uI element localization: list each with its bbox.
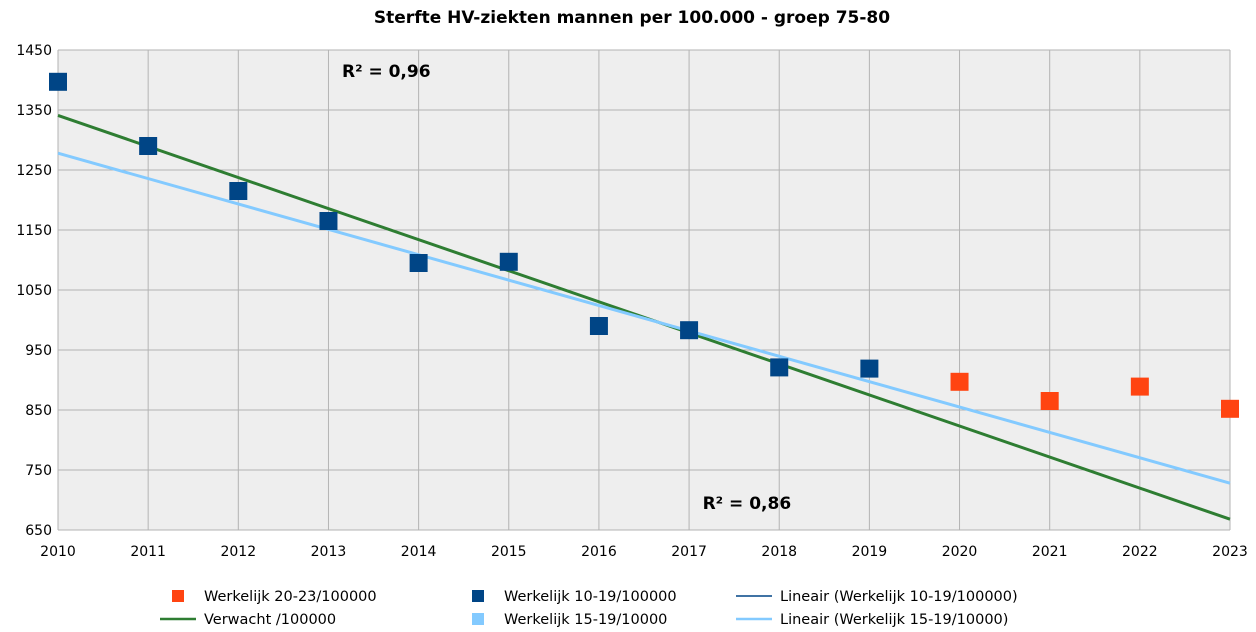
x-tick-label: 2018 bbox=[761, 544, 797, 560]
legend-item: Werkelijk 10-19/100000 bbox=[472, 589, 677, 605]
r-squared-annotation: R² = 0,96 bbox=[342, 62, 431, 82]
legend-item: Verwacht /100000 bbox=[160, 612, 336, 628]
y-tick-label: 1050 bbox=[16, 283, 52, 299]
x-tick-label: 2017 bbox=[671, 544, 707, 560]
y-tick-label: 850 bbox=[25, 403, 52, 419]
data-point bbox=[409, 254, 428, 272]
legend-label: Verwacht /100000 bbox=[204, 612, 336, 628]
data-point bbox=[229, 182, 248, 200]
y-tick-label: 1450 bbox=[16, 43, 52, 59]
legend-label: Werkelijk 20-23/100000 bbox=[204, 589, 377, 605]
data-point bbox=[319, 212, 338, 230]
y-tick-label: 750 bbox=[25, 463, 52, 479]
legend-marker-swatch bbox=[472, 590, 484, 602]
data-point bbox=[499, 252, 518, 271]
legend-item: Lineair (Werkelijk 10-19/100000) bbox=[736, 589, 1018, 605]
y-tick-label: 650 bbox=[25, 523, 52, 539]
legend-label: Werkelijk 10-19/100000 bbox=[504, 589, 677, 605]
data-point bbox=[1221, 399, 1239, 418]
x-tick-label: 2010 bbox=[40, 544, 76, 560]
data-point bbox=[49, 72, 67, 91]
x-tick-label: 2023 bbox=[1212, 544, 1248, 560]
x-tick-label: 2015 bbox=[491, 544, 527, 560]
y-tick-label: 950 bbox=[25, 343, 52, 359]
data-point bbox=[589, 317, 608, 335]
x-tick-label: 2013 bbox=[311, 544, 347, 560]
x-tick-label: 2016 bbox=[581, 544, 617, 560]
y-tick-label: 1150 bbox=[16, 223, 52, 239]
data-point bbox=[950, 372, 969, 391]
legend-label: Lineair (Werkelijk 10-19/100000) bbox=[780, 589, 1018, 605]
chart-title: Sterfte HV-ziekten mannen per 100.000 - … bbox=[374, 8, 890, 28]
x-tick-label: 2022 bbox=[1122, 544, 1158, 560]
data-point bbox=[1040, 392, 1059, 410]
data-point bbox=[1130, 377, 1149, 396]
data-point bbox=[770, 358, 789, 377]
x-tick-label: 2019 bbox=[852, 544, 888, 560]
legend-label: Lineair (Werkelijk 15-19/10000) bbox=[780, 612, 1008, 628]
legend-item: Werkelijk 15-19/10000 bbox=[472, 612, 667, 628]
x-tick-label: 2012 bbox=[220, 544, 256, 560]
series-line bbox=[57, 151, 1231, 485]
legend-marker-swatch bbox=[172, 590, 184, 602]
x-tick-label: 2014 bbox=[401, 544, 437, 560]
y-tick-label: 1350 bbox=[16, 103, 52, 119]
data-point bbox=[860, 359, 879, 378]
y-tick-label: 1250 bbox=[16, 163, 52, 179]
legend-marker-swatch bbox=[472, 613, 484, 625]
x-tick-label: 2021 bbox=[1032, 544, 1068, 560]
r-squared-annotation: R² = 0,86 bbox=[703, 494, 792, 514]
x-tick-label: 2011 bbox=[130, 544, 166, 560]
data-point bbox=[139, 137, 158, 155]
data-point bbox=[680, 321, 699, 340]
legend-item: Lineair (Werkelijk 15-19/10000) bbox=[736, 612, 1008, 628]
x-tick-label: 2020 bbox=[942, 544, 978, 560]
legend-label: Werkelijk 15-19/10000 bbox=[504, 612, 667, 628]
legend-item: Werkelijk 20-23/100000 bbox=[172, 589, 377, 605]
